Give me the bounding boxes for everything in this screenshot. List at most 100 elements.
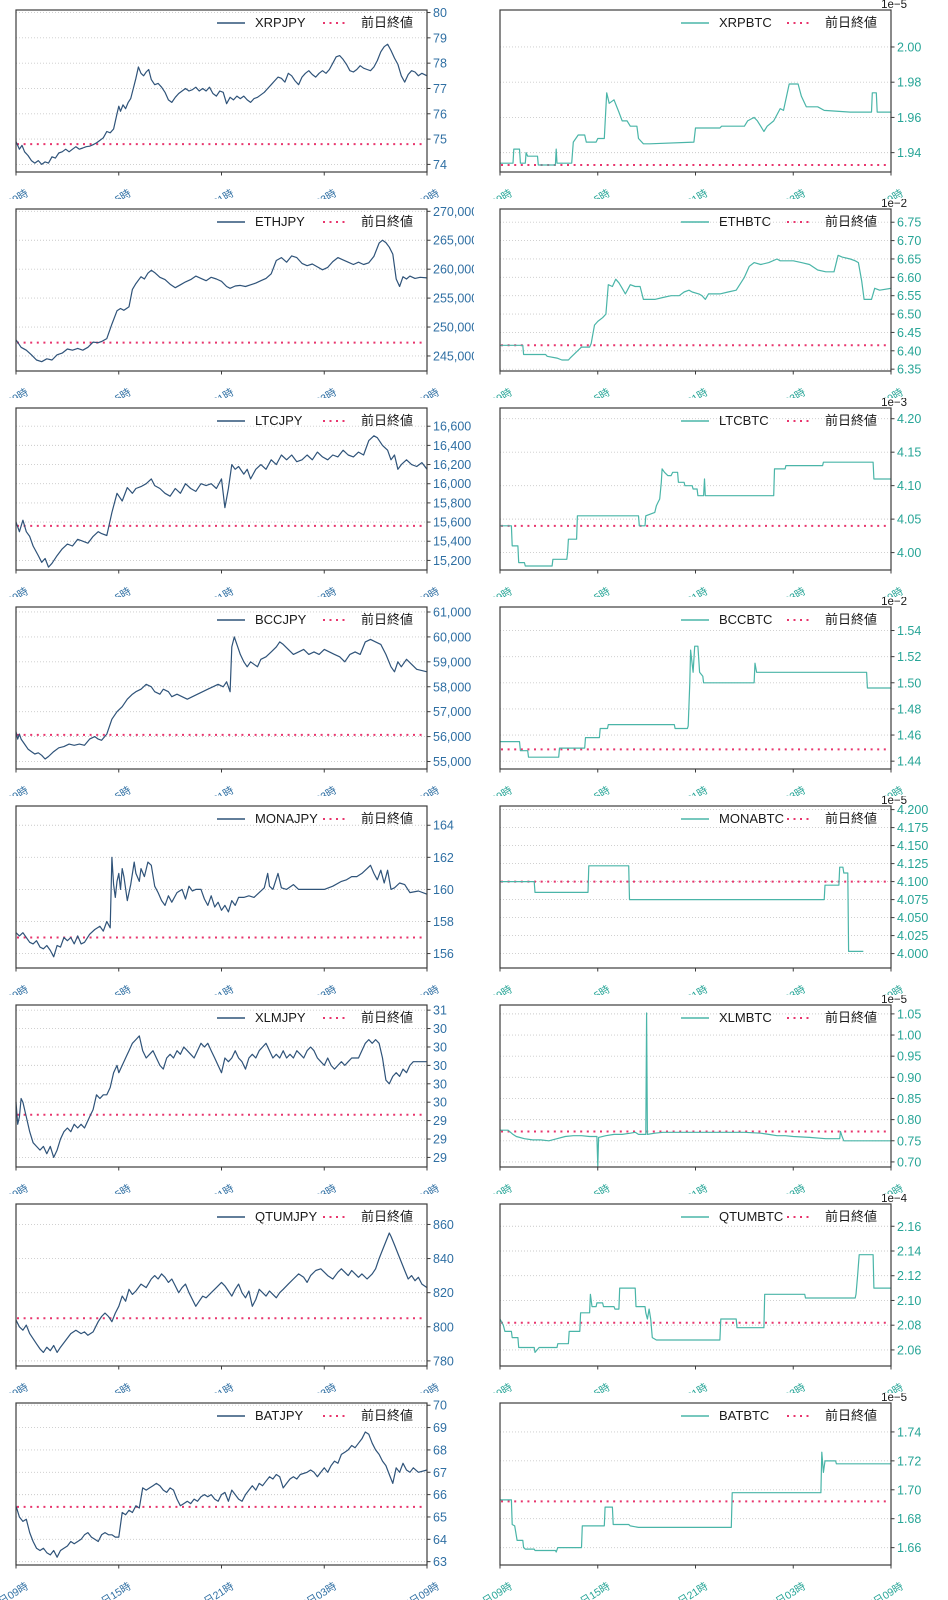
chart-cell-BCCBTC: 1.44 1.46 1.48 1.50 1.52 1.54 04日09時 04日15時 04日2… bbox=[474, 597, 948, 796]
y-tick-label: 31 bbox=[433, 1004, 447, 1018]
plot-frame bbox=[15, 606, 428, 770]
chart-cell-MONABTC: 4.000 4.025 4.050 4.075 4.100 4.125 4.150 4.175… bbox=[474, 796, 948, 995]
x-tick-label: 05日03時 bbox=[295, 1580, 339, 1600]
legend-series-name: BCCJPY bbox=[255, 612, 307, 627]
x-tick-label: 05日09時 bbox=[862, 386, 906, 398]
x-tick-label: 05日03時 bbox=[764, 1182, 808, 1194]
chart-XRPJPY: 74 75 76 77 78 79 80 04日09時 04日15時 04日21時 05日03時 05… bbox=[0, 6, 447, 199]
x-tick-label: 04日21時 bbox=[192, 1381, 236, 1393]
chart-cell-QTUMJPY: 780 800 820 840 860 04日09時 04日15時 04日21時 05日03時 0… bbox=[0, 1194, 474, 1393]
x-tick-label: 04日09時 bbox=[474, 585, 515, 597]
x-tick-label: 04日15時 bbox=[568, 1381, 612, 1393]
y-tick-label: 1.98 bbox=[897, 76, 921, 90]
chart-XRPBTC: 1.94 1.96 1.98 2.00 04日09時 04日15時 04日21時 05日03時… bbox=[474, 0, 921, 199]
chart-cell-XLMJPY: 29 29 29 30 30 30 30 30 31 04日09時 04日15時 04日21時 05日0… bbox=[0, 995, 474, 1194]
y-tick-label: 156 bbox=[433, 947, 454, 961]
legend-series-name: XRPJPY bbox=[255, 15, 306, 30]
x-tick-label: 05日09時 bbox=[862, 983, 906, 995]
x-tick-label: 04日21時 bbox=[666, 187, 710, 199]
y-tick-label: 1.66 bbox=[897, 1541, 921, 1555]
x-tick-label: 04日15時 bbox=[568, 1182, 612, 1194]
y-tick-label: 65 bbox=[433, 1510, 447, 1524]
plot-frame bbox=[499, 407, 892, 571]
y-tick-label: 6.75 bbox=[897, 216, 921, 230]
y-tick-label: 820 bbox=[433, 1286, 454, 1300]
x-tick-label: 05日03時 bbox=[295, 784, 339, 796]
y-tick-label: 4.05 bbox=[897, 513, 921, 527]
y-tick-label: 4.200 bbox=[897, 803, 928, 817]
y-tick-label: 29 bbox=[433, 1114, 447, 1128]
price-line bbox=[499, 1254, 891, 1353]
y-tick-label: 66 bbox=[433, 1488, 447, 1502]
price-line bbox=[15, 435, 428, 568]
y-tick-label: 4.000 bbox=[897, 947, 928, 961]
y-tick-label: 0.70 bbox=[897, 1155, 921, 1169]
price-line bbox=[15, 43, 428, 165]
y-tick-label: 250,000 bbox=[433, 321, 474, 335]
legend-series-name: QTUMJPY bbox=[255, 1209, 317, 1224]
plot-frame bbox=[499, 805, 892, 969]
y-tick-label: 840 bbox=[433, 1252, 454, 1266]
chart-MONAJPY: 156 158 160 162 164 04日09時 04日15時 04日21時 05日03時 0… bbox=[0, 805, 454, 995]
x-tick-label: 04日15時 bbox=[89, 187, 133, 199]
y-tick-label: 860 bbox=[433, 1218, 454, 1232]
y-tick-label: 4.125 bbox=[897, 857, 928, 871]
y-tick-label: 1.00 bbox=[897, 1029, 921, 1043]
x-tick-label: 04日15時 bbox=[89, 784, 133, 796]
chart-cell-LTCJPY: 15,200 15,400 15,600 15,800 16,000 16,200 16,4… bbox=[0, 398, 474, 597]
x-tick-label: 04日15時 bbox=[568, 386, 612, 398]
legend-prev-close-label: 前日終値 bbox=[361, 612, 413, 627]
y-tick-label: 1.50 bbox=[897, 676, 921, 690]
x-tick-label: 05日03時 bbox=[295, 386, 339, 398]
y-tick-label: 70 bbox=[433, 1399, 447, 1413]
price-line bbox=[500, 83, 891, 166]
x-tick-label: 04日09時 bbox=[474, 1182, 515, 1194]
y-tick-label: 6.35 bbox=[897, 363, 921, 377]
x-tick-label: 05日09時 bbox=[862, 585, 906, 597]
legend-series-name: ETHJPY bbox=[255, 214, 305, 229]
x-tick-label: 05日03時 bbox=[764, 585, 808, 597]
x-tick-label: 04日21時 bbox=[192, 983, 236, 995]
x-tick-label: 04日21時 bbox=[666, 784, 710, 796]
x-tick-label: 05日03時 bbox=[764, 386, 808, 398]
x-tick-label: 04日15時 bbox=[89, 1381, 133, 1393]
x-tick-label: 04日15時 bbox=[568, 187, 612, 199]
x-tick-label: 05日09時 bbox=[398, 1381, 442, 1393]
axis-exponent-label: 1e−2 bbox=[881, 597, 907, 608]
y-tick-label: 16,000 bbox=[433, 477, 471, 491]
chart-ETHJPY: 245,000 250,000 255,000 260,000 265,000 270,0… bbox=[0, 205, 474, 398]
price-line bbox=[15, 1431, 428, 1558]
x-tick-label: 04日09時 bbox=[474, 386, 515, 398]
legend-series-name: BATJPY bbox=[255, 1408, 303, 1423]
plot-frame bbox=[15, 1004, 428, 1168]
y-tick-label: 60,000 bbox=[433, 630, 471, 644]
y-tick-label: 79 bbox=[433, 31, 447, 45]
y-tick-label: 4.100 bbox=[897, 875, 928, 889]
y-tick-label: 68 bbox=[433, 1443, 447, 1457]
x-tick-label: 05日03時 bbox=[295, 1381, 339, 1393]
plot-frame bbox=[499, 1402, 892, 1566]
y-tick-label: 255,000 bbox=[433, 292, 474, 306]
y-tick-label: 6.45 bbox=[897, 326, 921, 340]
legend-series-name: MONAJPY bbox=[255, 811, 318, 826]
chart-BCCBTC: 1.44 1.46 1.48 1.50 1.52 1.54 04日09時 04日15時 04日2… bbox=[474, 597, 921, 796]
chart-BATJPY: 63 64 65 66 67 68 69 70 04日09時 04日15時 04日21時 05日03時… bbox=[0, 1399, 447, 1600]
y-tick-label: 158 bbox=[433, 915, 454, 929]
y-tick-label: 6.40 bbox=[897, 344, 921, 358]
y-tick-label: 270,000 bbox=[433, 205, 474, 219]
plot-frame bbox=[15, 407, 428, 571]
chart-cell-ETHJPY: 245,000 250,000 255,000 260,000 265,000 270,0… bbox=[0, 199, 474, 398]
chart-XLMJPY: 29 29 29 30 30 30 30 30 31 04日09時 04日15時 04日21時 05日0… bbox=[0, 1004, 447, 1194]
y-tick-label: 1.94 bbox=[897, 146, 921, 160]
x-tick-label: 05日03時 bbox=[295, 585, 339, 597]
legend-prev-close-label: 前日終値 bbox=[825, 214, 877, 229]
legend-prev-close-label: 前日終値 bbox=[361, 15, 413, 30]
plot-frame bbox=[499, 606, 892, 770]
y-tick-label: 6.50 bbox=[897, 308, 921, 322]
x-tick-label: 05日03時 bbox=[764, 784, 808, 796]
y-tick-label: 245,000 bbox=[433, 349, 474, 363]
y-tick-label: 780 bbox=[433, 1354, 454, 1368]
x-tick-label: 05日09時 bbox=[398, 1182, 442, 1194]
chart-LTCBTC: 4.00 4.05 4.10 4.15 4.20 04日09時 04日15時 04日21時 05… bbox=[474, 398, 921, 597]
